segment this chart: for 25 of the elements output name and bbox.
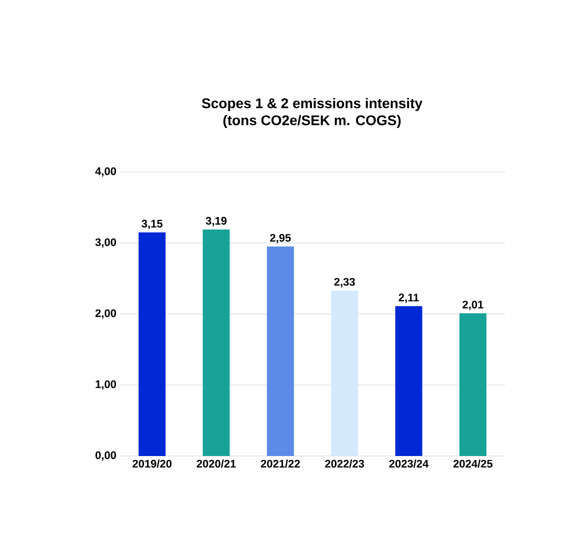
- data-label: 3,15: [142, 220, 162, 230]
- bar: [459, 313, 486, 456]
- bar: [138, 232, 166, 456]
- y-tick-label: 1,00: [96, 380, 116, 390]
- y-tick-label: 3,00: [95, 238, 116, 248]
- chart-title: Scopes 1 & 2 emissions intensity: [202, 98, 422, 112]
- x-tick-label: 2019/20: [132, 460, 172, 468]
- data-label: 2,95: [270, 234, 291, 244]
- x-tick-label: 2023/24: [389, 460, 429, 468]
- y-tick-label: 4,00: [95, 167, 116, 177]
- data-label: 3,19: [206, 216, 227, 226]
- y-tick-label: 0,00: [96, 451, 116, 461]
- bar: [266, 246, 294, 456]
- x-tick-label: 2021/22: [260, 460, 300, 468]
- x-tick-label: 2024/25: [453, 460, 492, 468]
- data-label: 2,01: [462, 300, 484, 310]
- bar: [395, 306, 422, 456]
- chart-subtitle: (tons CO2e/SEK m. COGS): [223, 114, 401, 128]
- x-tick-label: 2020/21: [196, 460, 236, 468]
- bar: [202, 230, 230, 456]
- data-label: 2,33: [334, 278, 355, 288]
- y-tick-label: 2,00: [95, 309, 116, 319]
- data-label: 2,11: [398, 294, 419, 303]
- bar: [331, 290, 358, 456]
- x-tick-label: 2022/23: [325, 460, 364, 468]
